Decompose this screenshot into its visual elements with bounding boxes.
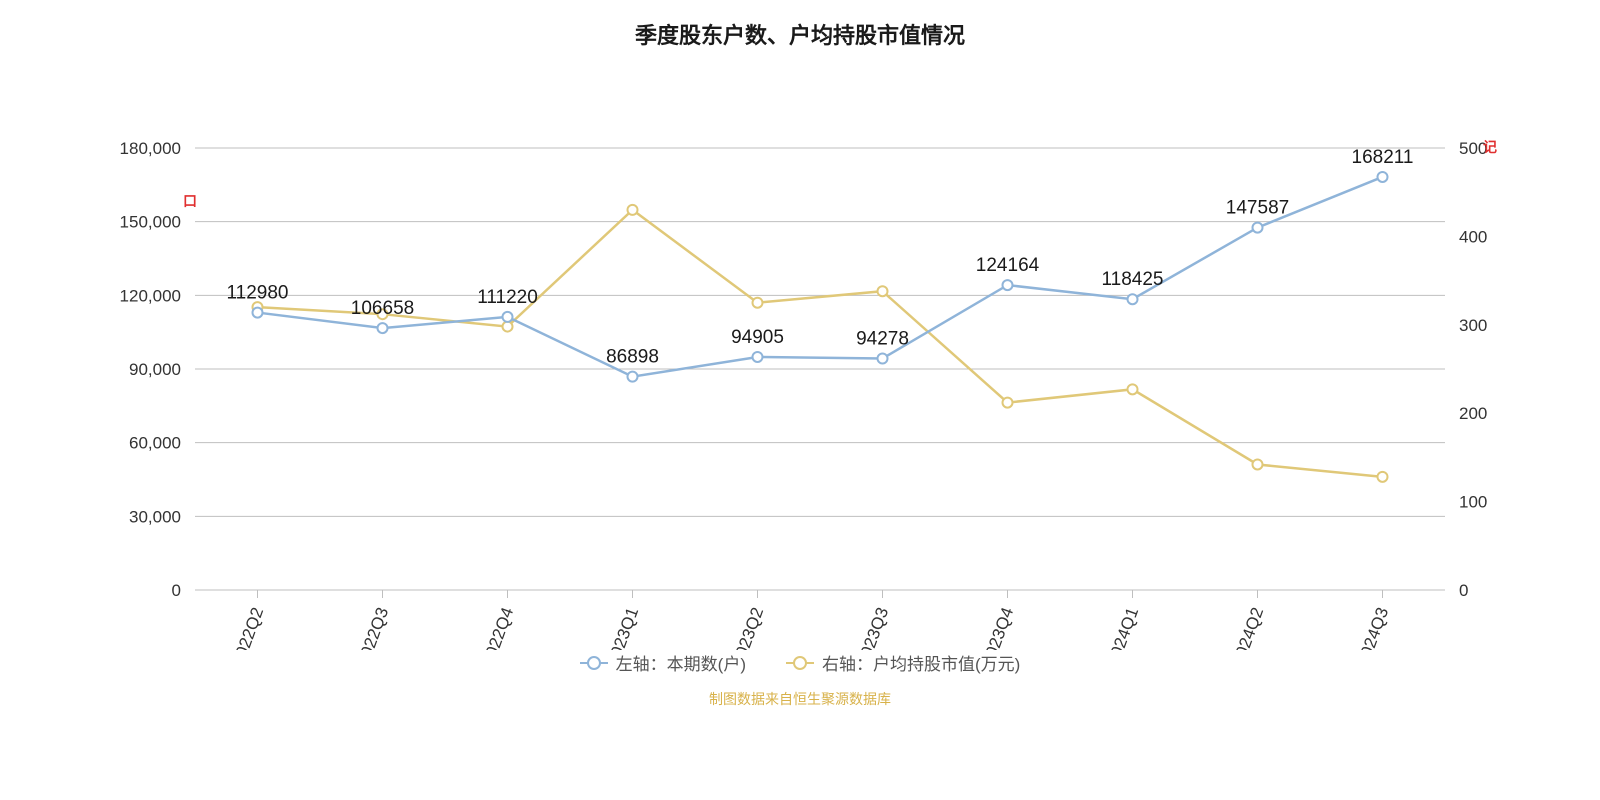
chart-footer: 制图数据来自恒生聚源数据库 — [0, 689, 1600, 709]
svg-text:168211: 168211 — [1352, 147, 1414, 168]
svg-text:2022Q4: 2022Q4 — [479, 605, 518, 650]
chart-title: 季度股东户数、户均持股市值情况 — [0, 0, 1600, 50]
svg-text:口: 口 — [183, 193, 197, 209]
svg-text:94278: 94278 — [856, 328, 909, 349]
svg-text:2024Q3: 2024Q3 — [1354, 605, 1393, 650]
svg-text:60,000: 60,000 — [129, 434, 181, 453]
svg-text:150,000: 150,000 — [120, 213, 181, 232]
legend-label-left: 左轴：本期数(户) — [616, 650, 746, 675]
svg-text:0: 0 — [1459, 581, 1468, 600]
svg-text:111220: 111220 — [477, 287, 538, 308]
svg-text:112980: 112980 — [227, 283, 289, 304]
svg-text:2023Q4: 2023Q4 — [979, 605, 1018, 650]
svg-text:120,000: 120,000 — [120, 286, 181, 305]
svg-text:2023Q3: 2023Q3 — [854, 605, 893, 650]
svg-text:0: 0 — [172, 581, 181, 600]
svg-text:94905: 94905 — [731, 327, 784, 348]
svg-text:147587: 147587 — [1226, 198, 1289, 219]
svg-text:118425: 118425 — [1102, 269, 1164, 290]
svg-text:200: 200 — [1459, 404, 1487, 423]
svg-text:2023Q2: 2023Q2 — [729, 605, 768, 650]
svg-text:100: 100 — [1459, 493, 1487, 512]
svg-text:30,000: 30,000 — [129, 507, 181, 526]
svg-text:2022Q3: 2022Q3 — [354, 605, 393, 650]
legend: 左轴：本期数(户) 右轴：户均持股市值(万元) — [0, 650, 1600, 675]
svg-text:记: 记 — [1483, 139, 1497, 155]
legend-item-right: 右轴：户均持股市值(万元) — [786, 650, 1020, 675]
legend-item-left: 左轴：本期数(户) — [580, 650, 746, 675]
svg-text:400: 400 — [1459, 227, 1487, 246]
dual-axis-line-chart: 0 30,000 60,000 90,000 120,000 150,000 180,000… — [0, 50, 1600, 650]
svg-text:180,000: 180,000 — [120, 139, 181, 158]
svg-text:90,000: 90,000 — [129, 360, 181, 379]
svg-text:86898: 86898 — [606, 347, 659, 368]
svg-text:124164: 124164 — [976, 255, 1040, 276]
svg-text:2024Q2: 2024Q2 — [1229, 605, 1268, 650]
svg-text:106658: 106658 — [351, 298, 414, 319]
legend-label-right: 右轴：户均持股市值(万元) — [822, 650, 1020, 675]
svg-text:2023Q1: 2023Q1 — [604, 605, 643, 650]
svg-text:2024Q1: 2024Q1 — [1104, 605, 1143, 650]
svg-text:300: 300 — [1459, 316, 1487, 335]
svg-text:2022Q2: 2022Q2 — [229, 605, 268, 650]
